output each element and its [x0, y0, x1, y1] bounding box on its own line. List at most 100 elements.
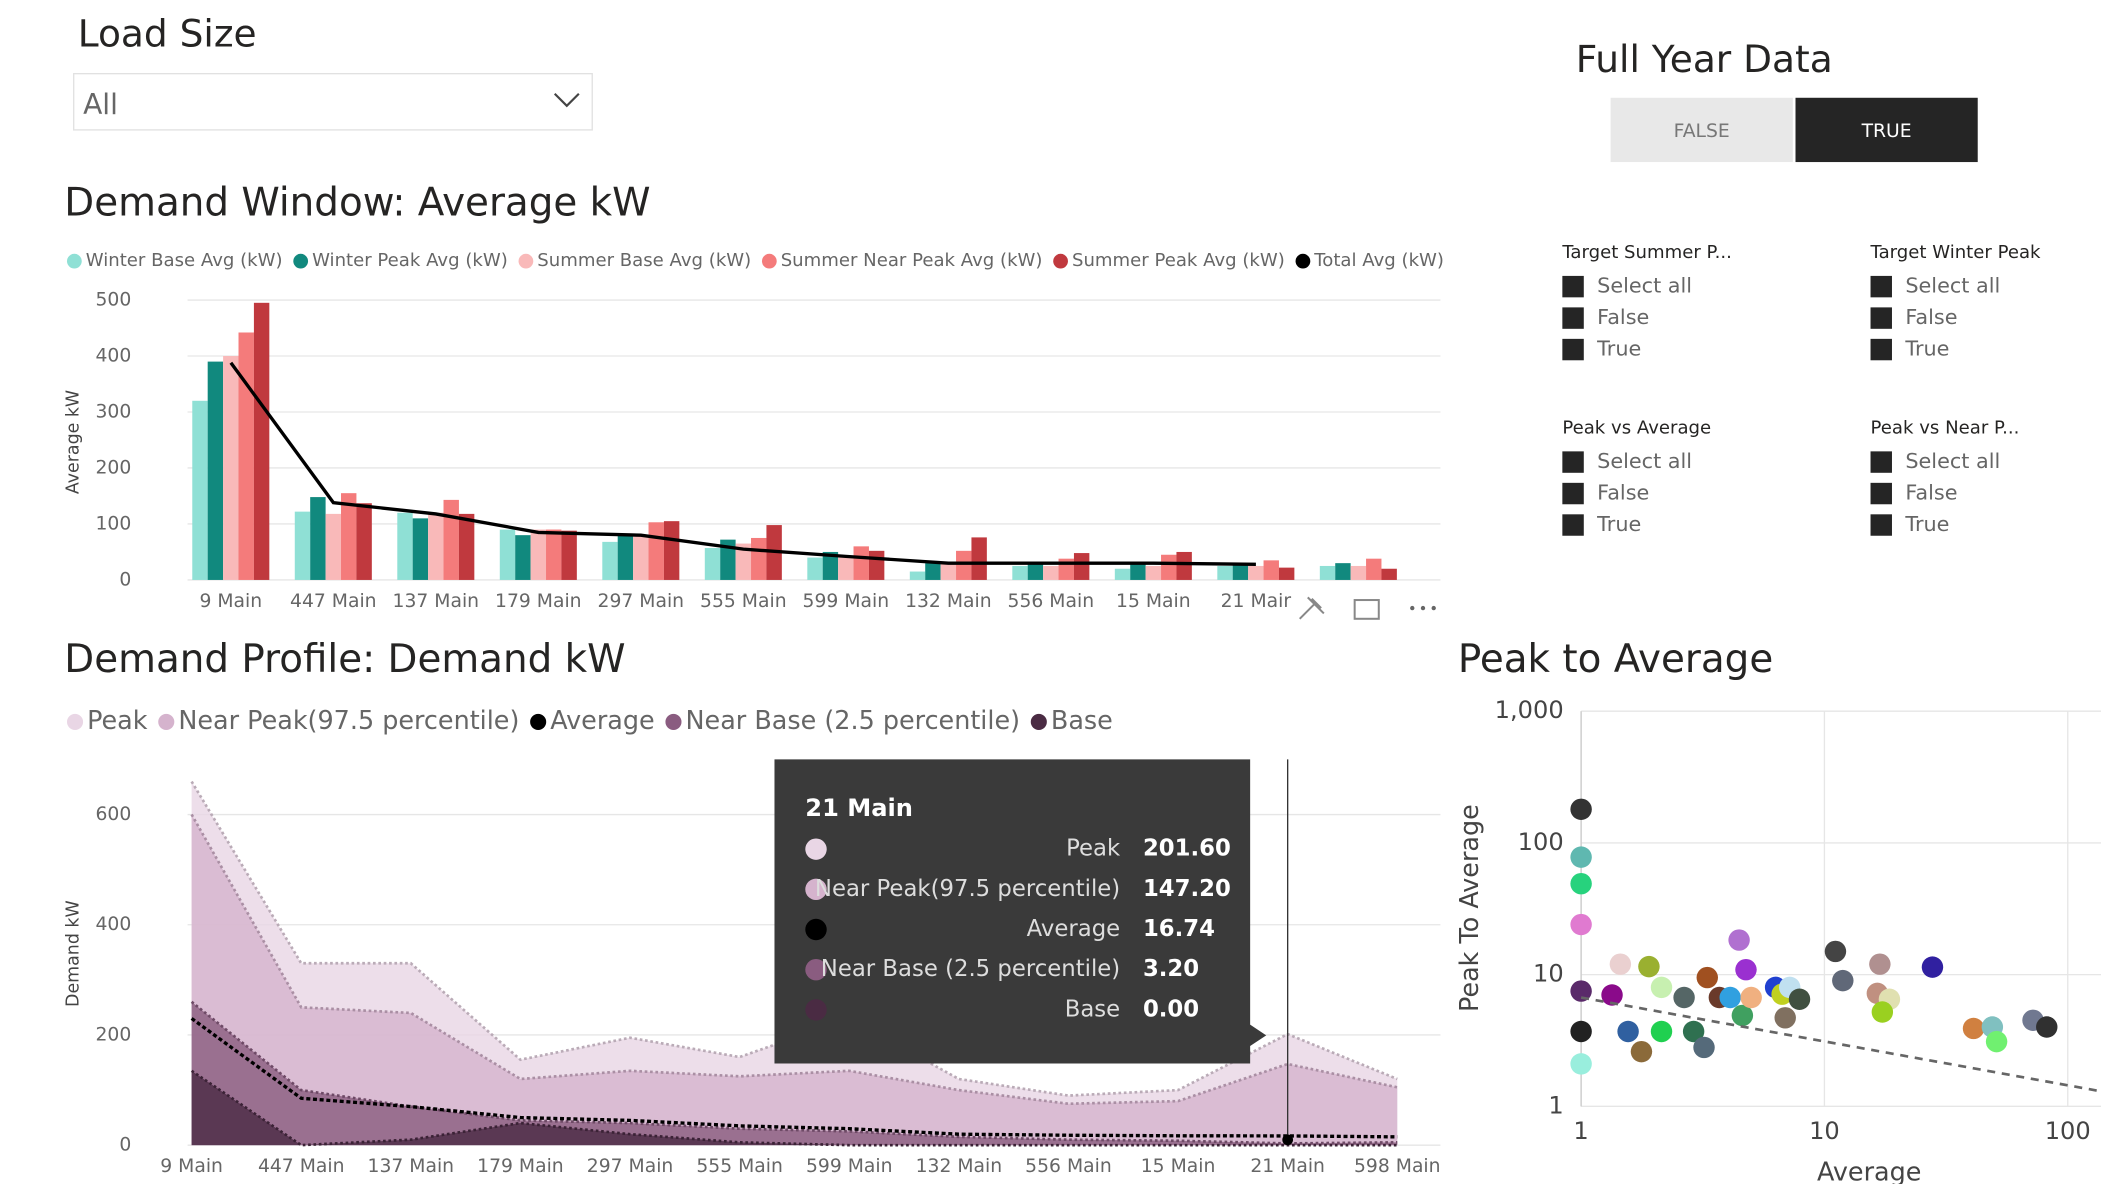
point: [1570, 913, 1592, 936]
x-tick-label: 556 Main: [1008, 591, 1095, 612]
x-tick-label: 555 Main: [696, 1156, 783, 1177]
point: [1832, 969, 1854, 992]
legend-label: Base: [1051, 706, 1113, 736]
filter-option: False: [1905, 481, 1957, 505]
toggle-button[interactable]: [1610, 97, 1793, 163]
x-tick-label: 10: [1809, 1117, 1840, 1145]
point: [1570, 798, 1592, 821]
bar: [530, 529, 547, 580]
visual-icons: [1299, 596, 1436, 620]
y-axis-title: Average kW: [64, 390, 84, 494]
area-edge: [190, 813, 1398, 1106]
legend-label: Summer Near Peak Avg (kW): [781, 250, 1043, 271]
checkbox[interactable]: [1870, 275, 1892, 298]
filter-title: Target Summer P...: [1561, 242, 1732, 263]
point: [1638, 955, 1660, 978]
legend-marker: [761, 253, 777, 269]
checkbox[interactable]: [1562, 307, 1584, 329]
x-tick-label: 598 Main: [1354, 1156, 1441, 1177]
bar: [1073, 553, 1090, 580]
legend-marker: [66, 713, 84, 730]
bar: [633, 535, 649, 580]
tooltip-title: 21 Main: [805, 794, 913, 822]
y-tick-label: 600: [96, 804, 132, 825]
dropdown[interactable]: [73, 72, 593, 131]
x-tick-label: 9 Main: [199, 591, 262, 612]
y-tick-label: 100: [1518, 828, 1564, 856]
legend-marker: [66, 253, 82, 269]
y-tick-label: 1: [1548, 1091, 1563, 1119]
bar: [207, 361, 224, 580]
y-tick-label: 400: [96, 914, 132, 935]
legend-label: Near Base (2.5 percentile): [686, 706, 1021, 736]
x-tick-label: 447 Main: [290, 591, 377, 612]
tooltip-box: [774, 759, 1267, 1064]
point: [1570, 872, 1592, 895]
y-tick-label: 1,000: [1495, 696, 1564, 724]
bar: [223, 356, 239, 580]
bar: [602, 541, 618, 580]
checkbox[interactable]: [1562, 482, 1584, 505]
legend-marker: [665, 713, 682, 730]
pin-icon[interactable]: [1299, 596, 1325, 620]
point: [1962, 1017, 1985, 1040]
bar: [428, 512, 444, 580]
bar: [1043, 565, 1059, 580]
checkbox[interactable]: [1870, 338, 1892, 361]
bar: [1217, 565, 1233, 580]
toggle-label: FALSE: [1674, 121, 1730, 142]
bar: [515, 535, 531, 580]
tooltip-value: 0.00: [1143, 996, 1199, 1022]
filter-option: Select all: [1905, 274, 2000, 298]
x-tick-label: 556 Main: [1025, 1156, 1112, 1177]
toggle-title: Full Year Data: [1576, 37, 1833, 81]
checkbox[interactable]: [1562, 275, 1584, 298]
x-tick-label: 21 Main: [1250, 1156, 1325, 1177]
more-dot[interactable]: [1410, 605, 1415, 611]
bar: [720, 539, 736, 580]
checkbox[interactable]: [1870, 514, 1892, 536]
more-dot[interactable]: [1431, 605, 1436, 611]
focus-icon[interactable]: [1353, 599, 1380, 620]
checkbox[interactable]: [1562, 338, 1584, 361]
point: [1650, 976, 1673, 999]
filter-option: True: [1904, 337, 1949, 361]
legend-marker: [1053, 253, 1068, 269]
point: [1719, 986, 1741, 1009]
point: [1774, 1007, 1796, 1029]
filter-title: Target Winter Peak: [1870, 242, 2042, 263]
legend-label: Winter Peak Avg (kW): [312, 250, 508, 271]
filter-option: Select all: [1597, 449, 1692, 473]
legend-label: Summer Base Avg (kW): [537, 250, 751, 271]
point: [1693, 1036, 1715, 1059]
point: [2036, 1016, 2058, 1038]
x-tick-label: 297 Main: [598, 591, 685, 612]
x-tick-label: 137 Main: [368, 1156, 455, 1177]
line: [190, 1017, 1398, 1139]
more-dot[interactable]: [1420, 605, 1426, 611]
toggle-button[interactable]: [1795, 97, 1978, 163]
bar: [412, 518, 429, 580]
x-tick-label: 15 Main: [1116, 591, 1191, 612]
chart-title: Peak to Average: [1458, 637, 1773, 682]
tooltip-value: 147.20: [1143, 876, 1231, 902]
checkbox[interactable]: [1562, 451, 1584, 473]
chart-title: Demand Window: Average kW: [64, 180, 650, 225]
bar: [192, 400, 208, 580]
point: [1788, 988, 1811, 1010]
checkbox[interactable]: [1562, 514, 1584, 536]
checkbox[interactable]: [1870, 451, 1892, 473]
filter-option: False: [1597, 481, 1649, 505]
bar: [356, 503, 372, 580]
tooltip-marker: [805, 838, 827, 860]
checkbox[interactable]: [1870, 482, 1892, 505]
point: [1570, 846, 1592, 868]
bar: [1145, 565, 1162, 580]
point: [1735, 958, 1757, 981]
checkbox[interactable]: [1870, 307, 1892, 329]
legend-marker: [158, 713, 175, 730]
dropdown-chevron[interactable]: [553, 92, 580, 108]
y-tick-label: 300: [96, 401, 132, 422]
bar: [853, 546, 869, 580]
